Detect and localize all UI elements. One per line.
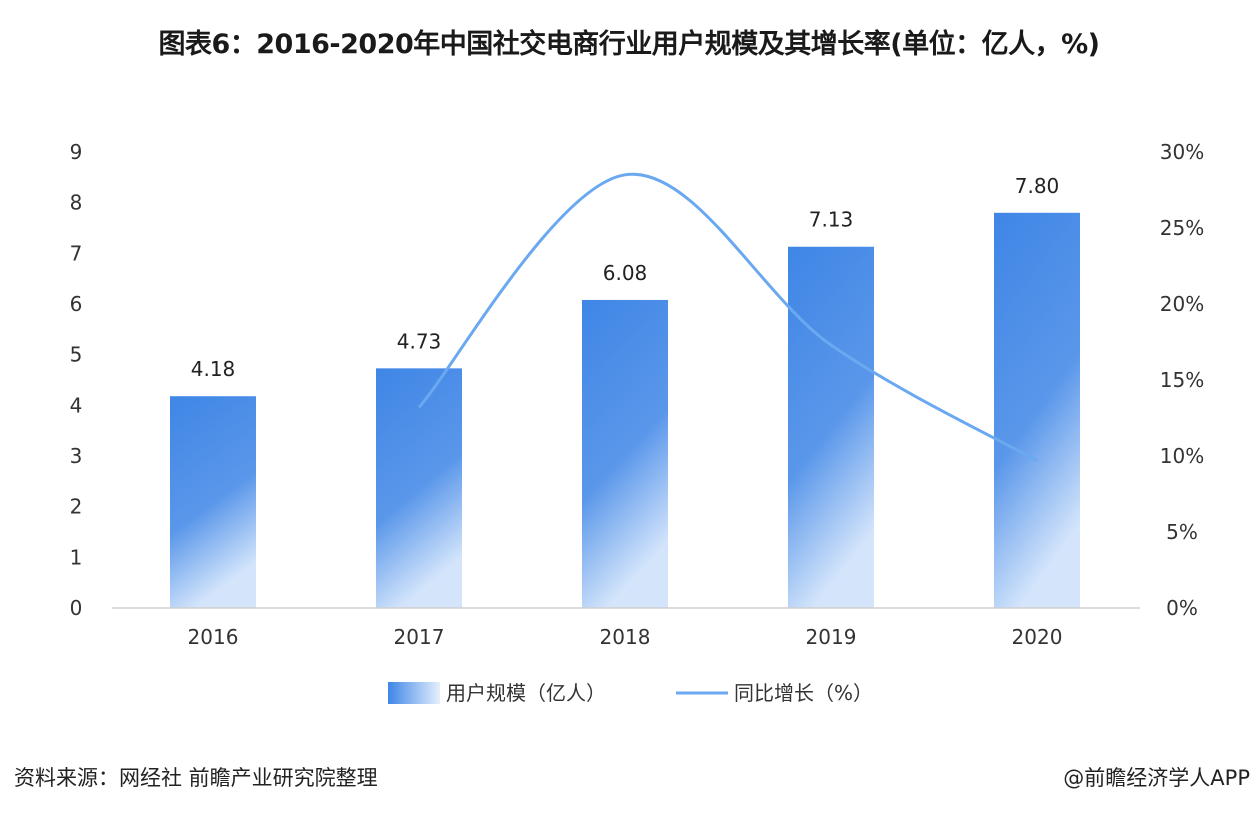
data-label-2020: 7.80 (1015, 174, 1060, 198)
legend: 用户规模（亿人） 同比增长（%） (388, 681, 873, 705)
chart-title: 图表6：2016-2020年中国社交电商行业用户规模及其增长率(单位：亿人，%) (158, 29, 1100, 60)
bar-2019 (788, 246, 874, 608)
y-left-tick: 3 (70, 444, 83, 468)
x-tick-2019: 2019 (806, 625, 857, 649)
source-note: 资料来源：网经社 前瞻产业研究院整理 (14, 766, 378, 790)
y-left-tick: 1 (70, 545, 83, 569)
y-left-tick: 7 (70, 241, 83, 265)
legend-bar-label: 用户规模（亿人） (446, 681, 606, 705)
y-left-tick: 5 (70, 343, 83, 367)
x-tick-2020: 2020 (1012, 625, 1063, 649)
y-right-tick: 30% (1160, 140, 1204, 164)
y-left-tick: 6 (70, 292, 83, 316)
x-tick-2016: 2016 (188, 625, 239, 649)
x-tick-2017: 2017 (394, 625, 445, 649)
growth-line (417, 172, 1038, 462)
bar-2020 (994, 212, 1080, 609)
y-left-tick: 9 (70, 140, 83, 164)
legend-bar-swatch (388, 682, 440, 704)
y-left-tick: 0 (70, 596, 83, 620)
credit-note: @前瞻经济学人APP (1063, 766, 1250, 790)
y-left-tick: 4 (70, 393, 83, 417)
y-right-tick: 15% (1160, 368, 1204, 392)
data-label-2019: 7.13 (809, 208, 854, 232)
y-left-tick: 2 (70, 495, 83, 519)
data-label-2017: 4.73 (397, 329, 442, 353)
y-left-tick: 8 (70, 191, 83, 215)
y-right-tick: 20% (1160, 292, 1204, 316)
y-right-tick: 0% (1166, 596, 1198, 620)
data-label-2018: 6.08 (603, 261, 648, 285)
data-label-2016: 4.18 (191, 357, 236, 381)
bar-2018 (582, 299, 668, 608)
bar-2016 (170, 396, 256, 608)
y-right-tick: 5% (1166, 520, 1198, 544)
y-right-tick: 25% (1160, 216, 1204, 240)
y-right-tick: 10% (1160, 444, 1204, 468)
legend-line-label: 同比增长（%） (734, 681, 873, 705)
x-tick-2018: 2018 (600, 625, 651, 649)
bar-2017 (376, 368, 462, 608)
